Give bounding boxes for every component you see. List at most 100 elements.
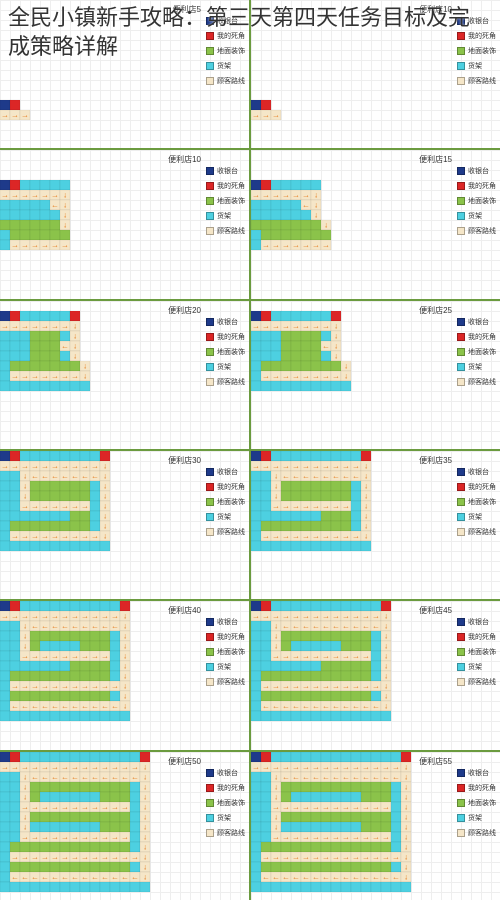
svg-text:→: → <box>31 802 39 811</box>
svg-text:←: ← <box>111 772 119 781</box>
svg-text:←: ← <box>362 702 370 711</box>
svg-text:↓: ↓ <box>73 321 77 330</box>
legend-swatch <box>206 648 214 656</box>
svg-text:↓: ↓ <box>23 822 27 831</box>
svg-text:↓: ↓ <box>384 622 388 631</box>
svg-text:↓: ↓ <box>274 812 278 821</box>
legend-item: 货架 <box>457 211 496 221</box>
svg-text:→: → <box>21 682 29 691</box>
svg-text:→: → <box>322 461 330 470</box>
legend-item: 我的死角 <box>457 482 496 492</box>
svg-text:→: → <box>31 682 39 691</box>
legend-item: 货架 <box>457 61 496 71</box>
svg-text:↓: ↓ <box>123 662 127 671</box>
legend-label: 我的死角 <box>468 181 496 191</box>
svg-text:↓: ↓ <box>384 612 388 621</box>
svg-text:→: → <box>41 531 49 540</box>
legend-item: 货架 <box>457 813 496 823</box>
svg-text:→: → <box>31 241 39 250</box>
svg-text:↓: ↓ <box>364 491 368 500</box>
legend-label: 我的死角 <box>217 783 245 793</box>
svg-text:→: → <box>31 852 39 861</box>
svg-text:→: → <box>322 612 330 621</box>
legend-swatch <box>206 633 214 641</box>
svg-text:←: ← <box>262 872 270 881</box>
svg-text:→: → <box>372 852 380 861</box>
legend: 收银台我的死角地面装饰货架顾客路线 <box>457 317 496 387</box>
svg-text:→: → <box>21 241 29 250</box>
svg-text:→: → <box>91 802 99 811</box>
svg-text:→: → <box>302 612 310 621</box>
svg-text:→: → <box>51 531 59 540</box>
svg-text:↓: ↓ <box>123 682 127 691</box>
svg-text:←: ← <box>372 702 380 711</box>
svg-text:→: → <box>11 852 19 861</box>
legend-label: 货架 <box>468 362 482 372</box>
svg-text:←: ← <box>282 471 290 480</box>
svg-text:→: → <box>352 762 360 771</box>
legend-label: 货架 <box>468 662 482 672</box>
svg-text:→: → <box>342 762 350 771</box>
svg-text:←: ← <box>332 702 340 711</box>
legend-item: 地面装饰 <box>206 647 245 657</box>
legend-label: 地面装饰 <box>217 497 245 507</box>
legend-swatch <box>206 212 214 220</box>
svg-text:→: → <box>61 371 69 380</box>
svg-text:→: → <box>382 832 390 841</box>
svg-text:→: → <box>21 501 29 510</box>
svg-text:←: ← <box>11 702 19 711</box>
svg-text:→: → <box>272 241 280 250</box>
svg-text:↓: ↓ <box>274 782 278 791</box>
legend-label: 我的死角 <box>468 482 496 492</box>
svg-text:↓: ↓ <box>314 191 318 200</box>
svg-text:←: ← <box>352 702 360 711</box>
svg-text:↓: ↓ <box>143 822 147 831</box>
legend-label: 收银台 <box>217 166 238 176</box>
svg-text:→: → <box>11 682 19 691</box>
svg-text:→: → <box>302 852 310 861</box>
svg-text:↓: ↓ <box>384 652 388 661</box>
svg-text:←: ← <box>382 872 390 881</box>
layout-panel: 便利店40收银台我的死角地面装饰货架顾客路线→→→→→→→→→→→→↓↓←←←←… <box>0 601 249 749</box>
layout-panel: 便利店30收银台我的死角地面装饰货架顾客路线→→→→→→→→→→↓↓←←←←←←… <box>0 451 249 599</box>
svg-text:↓: ↓ <box>123 622 127 631</box>
svg-text:↓: ↓ <box>143 872 147 881</box>
svg-text:↓: ↓ <box>143 842 147 851</box>
svg-text:↓: ↓ <box>123 672 127 681</box>
svg-text:→: → <box>332 612 340 621</box>
legend-swatch <box>457 633 465 641</box>
svg-text:→: → <box>61 461 69 470</box>
svg-text:→: → <box>31 762 39 771</box>
svg-text:↓: ↓ <box>123 632 127 641</box>
svg-text:→: → <box>131 852 139 861</box>
svg-text:→: → <box>1 111 9 120</box>
svg-text:←: ← <box>292 471 300 480</box>
svg-text:→: → <box>332 371 340 380</box>
legend-label: 我的死角 <box>468 332 496 342</box>
svg-text:←: ← <box>81 622 89 631</box>
svg-text:→: → <box>31 321 39 330</box>
svg-text:→: → <box>101 852 109 861</box>
svg-text:→: → <box>332 682 340 691</box>
legend-label: 货架 <box>468 61 482 71</box>
legend-swatch <box>457 182 465 190</box>
svg-text:←: ← <box>392 772 400 781</box>
svg-text:↓: ↓ <box>364 521 368 530</box>
svg-text:←: ← <box>322 622 330 631</box>
svg-text:↓: ↓ <box>404 812 408 821</box>
svg-text:→: → <box>71 762 79 771</box>
svg-text:→: → <box>352 852 360 861</box>
svg-text:→: → <box>282 852 290 861</box>
svg-text:←: ← <box>31 772 39 781</box>
panels-grid: 便利店5收银台我的死角地面装饰货架顾客路线→→→便利店10收银台我的死角地面装饰… <box>0 0 500 900</box>
svg-text:→: → <box>292 652 300 661</box>
legend-swatch <box>206 62 214 70</box>
svg-text:→: → <box>372 762 380 771</box>
svg-text:→: → <box>342 652 350 661</box>
legend-item: 货架 <box>206 61 245 71</box>
svg-text:↓: ↓ <box>384 682 388 691</box>
legend-item: 收银台 <box>457 467 496 477</box>
svg-text:→: → <box>111 832 119 841</box>
svg-text:→: → <box>111 682 119 691</box>
svg-text:→: → <box>342 531 350 540</box>
